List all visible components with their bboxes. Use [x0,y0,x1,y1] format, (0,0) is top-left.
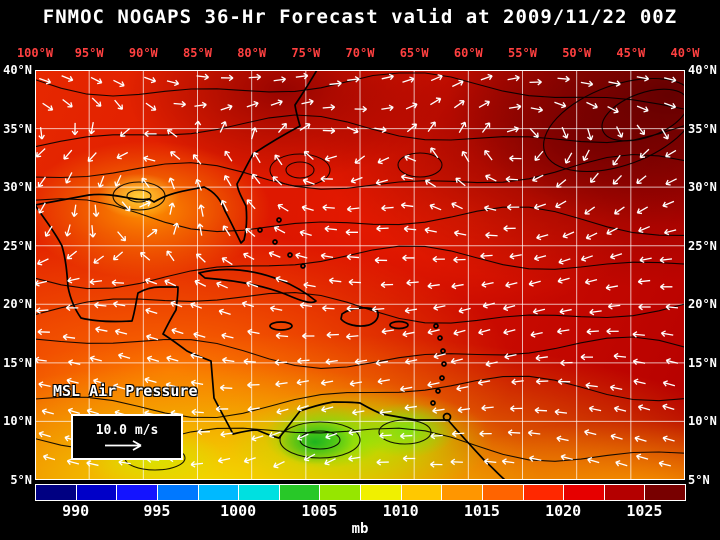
coastlines [35,70,506,480]
colorbar-segment [319,484,361,501]
colorbar-segment [400,484,443,501]
colorbar-tick-label: 1000 [220,502,257,520]
colorbar-tick-label: 1015 [463,502,500,520]
coast-antilles [439,375,445,381]
colorbar-tick-label: 1020 [545,502,582,520]
wind-legend-arrow-icon [105,439,142,451]
wind-speed-legend: 10.0 m/s [71,414,183,460]
colorbar-segment [441,484,483,501]
colorbar-segment [278,484,321,501]
lat-label-right: 35°N [688,121,717,136]
lat-label-right: 15°N [688,355,717,370]
lat-label-left: 40°N [3,63,32,77]
lon-label: 95°W [74,46,104,60]
lat-label-left: 30°N [3,180,32,195]
colorbar-segment [481,484,524,501]
variable-label: MSL Air Pressure [53,382,198,400]
colorbar-segment [644,484,686,501]
colorbar-segment [75,484,118,501]
page-title: FNMOC NOGAPS 36-Hr Forecast valid at 200… [42,6,678,28]
lon-label: 45°W [616,46,646,60]
isobar-contours [35,72,685,471]
pressure-map: MSL Air Pressure 10.0 m/s [35,70,685,480]
lon-label: 55°W [508,46,537,60]
coast-bahamas [300,263,306,269]
lon-label: 50°W [562,46,592,60]
coast-bahamas [272,239,278,245]
lat-label-left: 20°N [3,297,32,312]
coast-antilles [441,361,447,367]
colorbar-segment [360,484,402,501]
colorbar-segment [35,484,77,501]
lat-label-right: 5°N [688,473,710,487]
coast-bahamas [276,217,282,223]
lat-label-left: 10°N [3,414,32,429]
colorbar-segment [156,484,199,501]
map-overlay-svg [35,70,685,480]
coast-jamaica [269,321,293,331]
colorbar-segment [238,484,280,501]
colorbar-segment [197,484,240,501]
lat-label-right: 10°N [688,414,717,429]
coast-trinidad [442,412,452,422]
coast-cuba [198,268,317,304]
lat-label-right: 25°N [688,238,717,253]
map-frame [35,70,685,480]
lat-label-left: 35°N [3,121,32,136]
lat-label-right: 20°N [688,297,717,312]
lon-label: 80°W [237,46,267,60]
colorbar-segment [563,484,605,501]
colorbar-segment [522,484,565,501]
lon-label: 90°W [128,46,158,60]
coast-antilles [430,400,436,406]
colorbar [35,484,686,501]
coast-puerto-rico [389,320,409,330]
lat-label-left: 5°N [10,473,32,487]
lon-label: 40°W [670,46,700,60]
coast-antilles [435,388,441,394]
coast-north-america [35,70,318,244]
lon-label: 70°W [345,46,375,60]
wind-vectors [35,72,679,469]
lat-lon-grid [35,70,685,480]
coast-bahamas [257,227,263,233]
colorbar-segment [116,484,158,501]
colorbar-tick-label: 1005 [301,502,338,520]
lat-label-left: 25°N [3,238,32,253]
coast-bahamas [287,252,293,258]
lat-label-right: 40°N [688,63,717,77]
colorbar-tick-label: 990 [62,502,90,520]
colorbar-tick-label: 1010 [382,502,419,520]
colorbar-unit: mb [351,521,369,537]
lat-label-right: 30°N [688,180,717,195]
coast-antilles [437,335,443,341]
coast-antilles [440,348,446,354]
colorbar-tick-label: 1025 [626,502,663,520]
lat-label-left: 15°N [3,355,32,370]
lon-label: 75°W [291,46,321,60]
lon-label: 85°W [183,46,212,60]
colorbar-segment [603,484,646,501]
colorbar-tick-label: 995 [143,502,171,520]
coast-antilles [433,323,439,329]
lon-label: 60°W [453,46,483,60]
coast-mexico-central-south-america [35,204,506,480]
lon-label: 100°W [16,46,54,60]
lon-label: 65°W [399,46,429,60]
wind-legend-speed: 10.0 m/s [95,422,159,438]
